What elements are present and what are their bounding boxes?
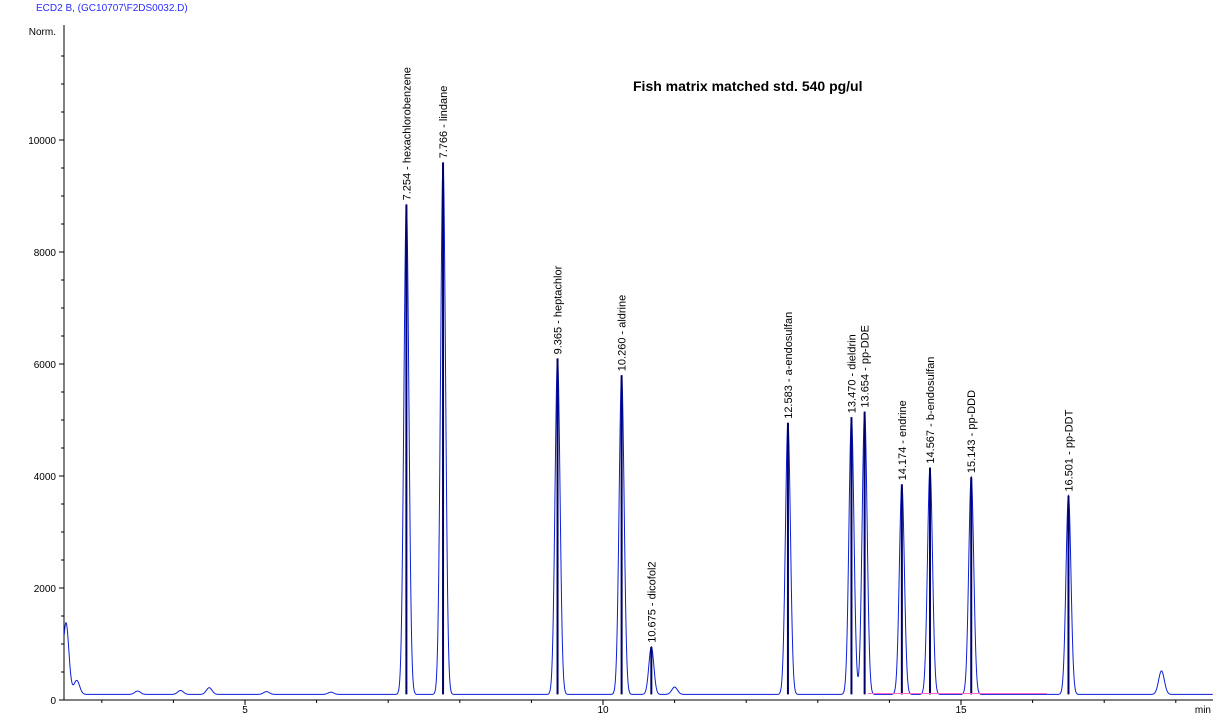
x-axis-title: min [1195, 705, 1211, 713]
x-tick-label: 5 [242, 705, 248, 713]
signal-header: ECD2 B, (GC10707\F2DS0032.D) [36, 3, 188, 14]
y-tick-label: 8000 [34, 248, 57, 259]
y-tick-label: 6000 [34, 360, 57, 371]
peak-label: 14.174 - endrine [897, 400, 909, 480]
y-tick-label: 4000 [34, 472, 57, 483]
peak-label: 9.365 - heptachlor [553, 265, 565, 354]
peak-label: 16.501 - pp-DDT [1064, 409, 1076, 491]
x-tick-label: 10 [597, 705, 609, 713]
chart-trace [63, 162, 1213, 695]
chromatogram-trace [63, 162, 1213, 695]
chart-labels: 7.254 - hexachlorobenzene 7.766 - lindane… [401, 67, 1075, 643]
peak-label: 7.254 - hexachlorobenzene [401, 67, 413, 200]
y-axis-title: Norm. [29, 27, 56, 38]
peak-label: 12.583 - a-endosulfan [783, 312, 795, 419]
x-tick-label: 15 [955, 705, 967, 713]
chart-title: Fish matrix matched std. 540 pg/ul [633, 78, 863, 94]
y-tick-label: 10000 [28, 136, 56, 147]
peak-label: 10.675 - dicofol2 [646, 561, 658, 642]
chart-axes: 0200040006000800010000Norm.51015202530mi… [28, 25, 1213, 713]
y-tick-label: 0 [50, 696, 56, 707]
peak-label: 13.654 - pp-DDE [860, 325, 872, 408]
y-tick-label: 2000 [34, 584, 57, 595]
peak-label: 15.143 - pp-DDD [966, 390, 978, 473]
peak-label: 14.567 - b-endosulfan [925, 357, 937, 464]
peak-label: 13.470 - dieldrin [847, 334, 859, 413]
peak-label: 7.766 - lindane [438, 86, 450, 159]
peak-label: 10.260 - aldrine [617, 295, 629, 371]
